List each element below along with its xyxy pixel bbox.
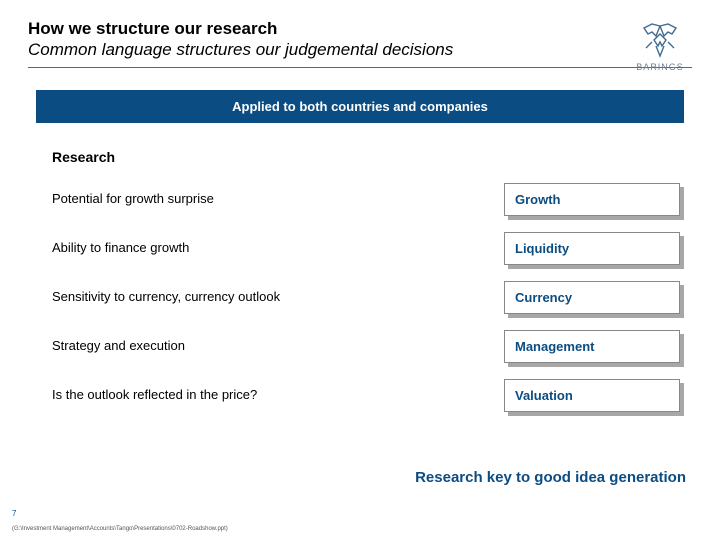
eagle-icon [638, 22, 682, 60]
research-row: Potential for growth surprise Growth [52, 183, 680, 216]
tag-label: Valuation [504, 379, 680, 412]
row-description: Strategy and execution [52, 330, 504, 363]
header: How we structure our research Common lan… [28, 18, 692, 68]
footer-conclusion: Research key to good idea generation [415, 469, 686, 486]
row-description: Ability to finance growth [52, 232, 504, 265]
tag-label: Growth [504, 183, 680, 216]
brand-logo: BARINGS [624, 22, 696, 72]
tag-box: Currency [504, 281, 680, 314]
research-row: Strategy and execution Management [52, 330, 680, 363]
tag-label: Currency [504, 281, 680, 314]
tag-label: Liquidity [504, 232, 680, 265]
content-area: Research Potential for growth surprise G… [28, 149, 692, 412]
tag-label: Management [504, 330, 680, 363]
research-row: Ability to finance growth Liquidity [52, 232, 680, 265]
tag-box: Management [504, 330, 680, 363]
tag-box: Valuation [504, 379, 680, 412]
tag-box: Liquidity [504, 232, 680, 265]
file-path: (G:\Investment Management\Accounts\Tango… [12, 526, 228, 532]
row-description: Sensitivity to currency, currency outloo… [52, 281, 504, 314]
research-row: Sensitivity to currency, currency outloo… [52, 281, 680, 314]
slide-title: How we structure our research [28, 18, 692, 39]
page-number: 7 [12, 509, 16, 518]
brand-name: BARINGS [624, 62, 696, 72]
section-label: Research [52, 149, 680, 165]
slide-subtitle: Common language structures our judgement… [28, 39, 692, 60]
slide: How we structure our research Common lan… [0, 0, 720, 540]
banner: Applied to both countries and companies [36, 90, 684, 123]
row-description: Potential for growth surprise [52, 183, 504, 216]
tag-box: Growth [504, 183, 680, 216]
row-description: Is the outlook reflected in the price? [52, 379, 504, 412]
research-row: Is the outlook reflected in the price? V… [52, 379, 680, 412]
